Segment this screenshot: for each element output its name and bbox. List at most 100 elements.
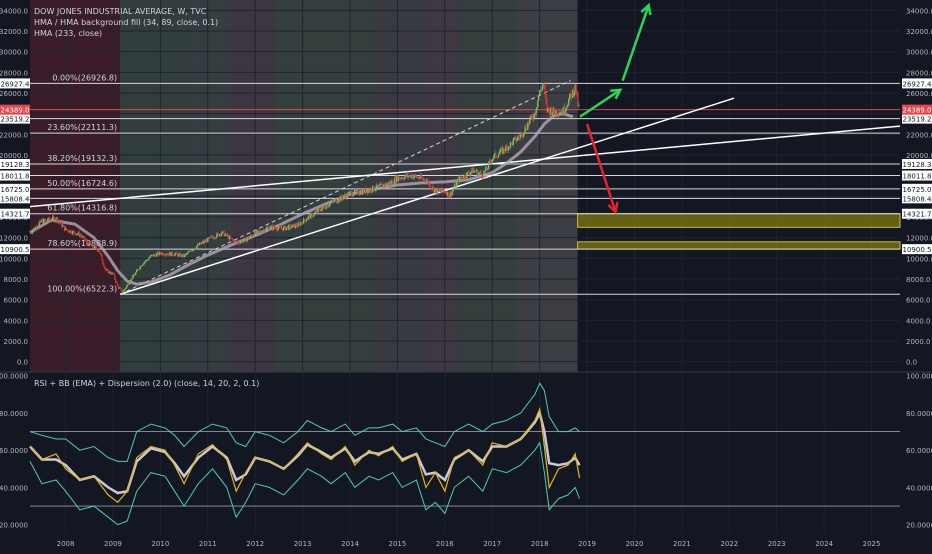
forecast-arrowhead <box>640 2 652 16</box>
price-candle <box>170 252 173 256</box>
price-candle <box>130 278 132 282</box>
price-candle <box>544 86 546 95</box>
price-candle <box>35 226 38 229</box>
price-candle <box>461 177 463 179</box>
dashed-trendline <box>119 80 571 295</box>
price-candle <box>524 126 526 133</box>
hma-fill-band <box>515 0 578 372</box>
price-candle <box>476 169 478 172</box>
price-candle <box>331 200 333 203</box>
fib-label: 100.00%(6522.3) <box>47 284 117 293</box>
price-candle <box>517 136 519 140</box>
price-candle <box>135 272 137 275</box>
price-candle <box>571 89 574 98</box>
price-candle <box>450 192 452 196</box>
price-candle <box>528 119 531 124</box>
price-candle <box>277 228 279 231</box>
price-candle <box>55 217 58 220</box>
price-candle <box>171 252 173 256</box>
price-tick-label-left: 26000.0 <box>0 90 28 98</box>
price-candle <box>445 192 447 194</box>
price-candle <box>292 224 295 225</box>
price-candle <box>187 251 190 253</box>
price-candle <box>404 176 406 180</box>
last-price-tag-bg <box>0 104 30 115</box>
price-candle <box>432 187 434 189</box>
forecast-arrow <box>621 4 650 82</box>
price-tick-label-left: 8000.0 <box>4 276 29 284</box>
price-candle <box>467 172 470 174</box>
price-tag-bg <box>0 113 30 124</box>
time-tick-label: 2018 <box>531 540 549 548</box>
price-tag-bg <box>0 244 30 255</box>
price-candle <box>163 254 165 256</box>
price-candle <box>200 242 203 245</box>
price-candle <box>527 123 529 130</box>
price-candle <box>73 231 76 234</box>
price-candle <box>354 189 357 191</box>
price-candle <box>209 237 212 238</box>
price-candle <box>516 139 518 142</box>
price-candle <box>507 146 510 151</box>
price-candle <box>557 114 559 116</box>
price-candle <box>529 115 532 120</box>
price-tag: 16725.0 <box>903 186 932 194</box>
price-candle <box>352 195 354 197</box>
price-tag: 18011.8 <box>1 173 30 181</box>
price-candle <box>569 93 571 99</box>
price-candle <box>47 217 49 221</box>
price-candle <box>124 288 126 290</box>
price-candle <box>34 226 37 230</box>
price-candle <box>320 210 322 212</box>
price-candle <box>348 192 350 196</box>
price-candle <box>101 255 103 261</box>
price-candle <box>507 146 509 151</box>
price-candle <box>198 242 201 246</box>
price-candle <box>574 84 576 93</box>
price-candle <box>414 174 416 177</box>
price-candle <box>561 111 564 114</box>
trendline <box>119 97 735 295</box>
price-candle <box>102 260 104 264</box>
price-candle <box>183 254 185 257</box>
price-tag: 18011.8 <box>903 173 932 181</box>
price-candle <box>172 255 174 256</box>
price-candle <box>435 189 438 194</box>
price-tick-label-left: 10000.0 <box>0 255 28 263</box>
price-candle <box>178 253 181 255</box>
price-candle <box>244 237 246 239</box>
price-candle <box>537 100 539 108</box>
time-tick-label: 2009 <box>104 540 122 548</box>
price-candle <box>104 266 106 269</box>
price-candle <box>182 254 184 257</box>
price-candle <box>262 229 265 232</box>
price-candle <box>510 142 513 143</box>
price-candle <box>431 188 433 190</box>
price-candle <box>83 236 85 238</box>
price-candle <box>499 149 502 153</box>
price-tick-label-right: 26000.0 <box>906 90 932 98</box>
price-tag: 16725.0 <box>1 186 30 194</box>
price-candle <box>273 226 276 228</box>
rsi-line <box>29 406 581 504</box>
price-candle <box>264 230 266 232</box>
price-tick-label-right: 8000.0 <box>906 276 931 284</box>
price-candle <box>398 176 400 179</box>
price-candle <box>213 238 215 239</box>
price-candle <box>322 206 325 208</box>
price-candle <box>536 107 538 111</box>
price-candle <box>128 283 131 285</box>
price-candle <box>371 191 373 193</box>
price-candle <box>191 250 193 252</box>
price-candle <box>451 190 453 196</box>
price-candle <box>33 228 36 230</box>
price-candle <box>129 281 131 284</box>
price-candle <box>135 269 138 273</box>
price-candle <box>576 92 578 95</box>
fib-label: 78.60%(10888.9) <box>47 239 117 248</box>
price-candle <box>202 241 204 243</box>
price-candle <box>530 115 533 117</box>
price-candle <box>358 193 360 195</box>
price-candle <box>286 226 288 228</box>
price-candle <box>279 225 281 227</box>
